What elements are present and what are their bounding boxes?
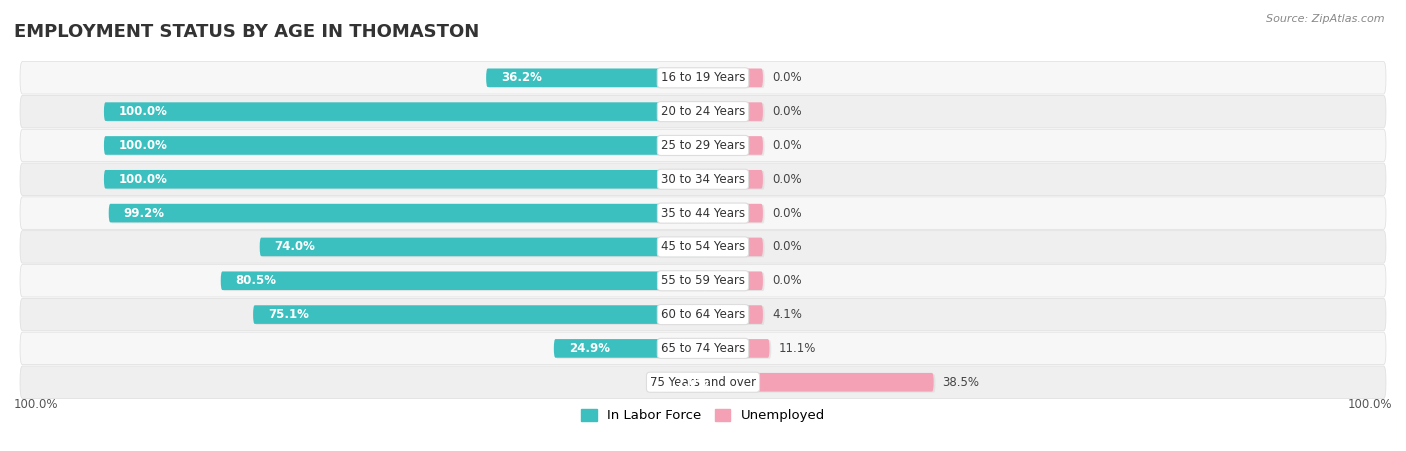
Text: 100.0%: 100.0% [14, 398, 59, 411]
FancyBboxPatch shape [20, 332, 1386, 364]
Text: 35 to 44 Years: 35 to 44 Years [661, 207, 745, 220]
Text: 100.0%: 100.0% [120, 105, 167, 118]
Text: 0.0%: 0.0% [772, 207, 801, 220]
FancyBboxPatch shape [20, 197, 1386, 229]
FancyBboxPatch shape [104, 170, 703, 189]
FancyBboxPatch shape [111, 205, 704, 223]
Text: 0.0%: 0.0% [772, 105, 801, 118]
FancyBboxPatch shape [554, 339, 703, 358]
FancyBboxPatch shape [20, 95, 1386, 128]
Text: EMPLOYMENT STATUS BY AGE IN THOMASTON: EMPLOYMENT STATUS BY AGE IN THOMASTON [14, 23, 479, 41]
Text: 36.2%: 36.2% [501, 71, 541, 84]
FancyBboxPatch shape [704, 340, 772, 359]
FancyBboxPatch shape [20, 366, 1386, 399]
FancyBboxPatch shape [703, 69, 763, 87]
FancyBboxPatch shape [105, 103, 704, 122]
Text: 0.0%: 0.0% [772, 240, 801, 253]
FancyBboxPatch shape [20, 264, 1386, 297]
FancyBboxPatch shape [104, 136, 703, 155]
Text: 24.9%: 24.9% [569, 342, 610, 355]
FancyBboxPatch shape [20, 129, 1386, 161]
FancyBboxPatch shape [260, 238, 703, 256]
FancyBboxPatch shape [704, 69, 765, 88]
FancyBboxPatch shape [704, 137, 765, 156]
Text: 0.0%: 0.0% [772, 274, 801, 287]
Legend: In Labor Force, Unemployed: In Labor Force, Unemployed [575, 404, 831, 428]
FancyBboxPatch shape [20, 163, 1386, 195]
FancyBboxPatch shape [253, 305, 703, 324]
Text: 30 to 34 Years: 30 to 34 Years [661, 173, 745, 186]
FancyBboxPatch shape [703, 204, 763, 222]
FancyBboxPatch shape [262, 239, 704, 257]
FancyBboxPatch shape [254, 306, 704, 325]
FancyBboxPatch shape [20, 299, 1386, 331]
FancyBboxPatch shape [661, 373, 703, 391]
FancyBboxPatch shape [221, 272, 703, 290]
FancyBboxPatch shape [703, 238, 763, 256]
Text: 38.5%: 38.5% [942, 376, 980, 389]
FancyBboxPatch shape [703, 373, 934, 391]
Text: 74.0%: 74.0% [274, 240, 315, 253]
Text: Source: ZipAtlas.com: Source: ZipAtlas.com [1267, 14, 1385, 23]
FancyBboxPatch shape [703, 102, 763, 121]
Text: 65 to 74 Years: 65 to 74 Years [661, 342, 745, 355]
Text: 55 to 59 Years: 55 to 59 Years [661, 274, 745, 287]
FancyBboxPatch shape [20, 230, 1386, 263]
FancyBboxPatch shape [704, 205, 765, 223]
FancyBboxPatch shape [703, 136, 763, 155]
FancyBboxPatch shape [704, 239, 765, 257]
Text: 4.1%: 4.1% [772, 308, 801, 321]
FancyBboxPatch shape [105, 137, 704, 156]
FancyBboxPatch shape [703, 272, 763, 290]
FancyBboxPatch shape [105, 171, 704, 189]
FancyBboxPatch shape [704, 103, 765, 122]
Text: 100.0%: 100.0% [120, 173, 167, 186]
FancyBboxPatch shape [108, 204, 703, 222]
Text: 80.5%: 80.5% [236, 274, 277, 287]
Text: 16 to 19 Years: 16 to 19 Years [661, 71, 745, 84]
Text: 7.0%: 7.0% [676, 376, 709, 389]
Text: 25 to 29 Years: 25 to 29 Years [661, 139, 745, 152]
FancyBboxPatch shape [704, 374, 935, 392]
FancyBboxPatch shape [104, 102, 703, 121]
FancyBboxPatch shape [20, 61, 1386, 94]
FancyBboxPatch shape [486, 69, 703, 87]
Text: 75.1%: 75.1% [269, 308, 309, 321]
Text: 0.0%: 0.0% [772, 71, 801, 84]
Text: 99.2%: 99.2% [124, 207, 165, 220]
Text: 0.0%: 0.0% [772, 173, 801, 186]
Text: 75 Years and over: 75 Years and over [650, 376, 756, 389]
FancyBboxPatch shape [704, 306, 765, 325]
FancyBboxPatch shape [704, 272, 765, 291]
Text: 20 to 24 Years: 20 to 24 Years [661, 105, 745, 118]
Text: 0.0%: 0.0% [772, 139, 801, 152]
FancyBboxPatch shape [488, 69, 704, 88]
Text: 45 to 54 Years: 45 to 54 Years [661, 240, 745, 253]
Text: 11.1%: 11.1% [779, 342, 815, 355]
FancyBboxPatch shape [222, 272, 704, 291]
Text: 100.0%: 100.0% [120, 139, 167, 152]
Text: 60 to 64 Years: 60 to 64 Years [661, 308, 745, 321]
FancyBboxPatch shape [703, 339, 769, 358]
FancyBboxPatch shape [662, 374, 704, 392]
Text: 100.0%: 100.0% [1347, 398, 1392, 411]
FancyBboxPatch shape [555, 340, 704, 359]
FancyBboxPatch shape [703, 305, 763, 324]
FancyBboxPatch shape [703, 170, 763, 189]
FancyBboxPatch shape [704, 171, 765, 189]
